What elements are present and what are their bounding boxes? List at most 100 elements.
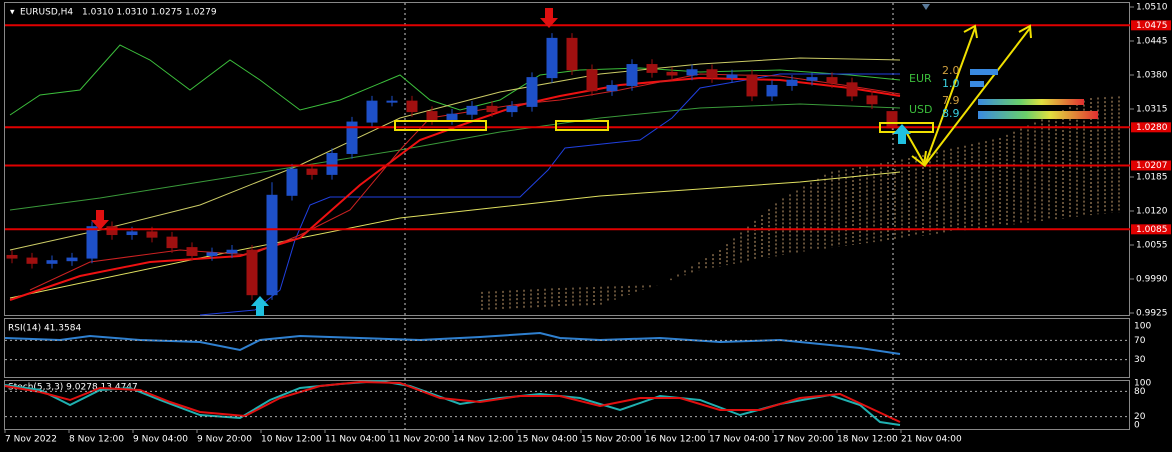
candle-body xyxy=(6,254,18,259)
candle-body xyxy=(666,71,678,76)
time-label: 9 Nov 04:00 xyxy=(133,435,188,445)
price-label: 1.0510 xyxy=(1136,3,1168,13)
candle-body xyxy=(786,79,798,86)
candle-body xyxy=(146,231,158,238)
candle-body xyxy=(126,231,138,236)
candle-body xyxy=(26,257,38,264)
arrow-head xyxy=(1018,24,1032,39)
ohlc: 1.0310 1.0310 1.0275 1.0279 xyxy=(82,8,217,18)
annotations xyxy=(394,24,1032,168)
candle-body xyxy=(286,168,298,196)
candle-body xyxy=(526,77,538,107)
time-label: 11 Nov 20:00 xyxy=(389,435,450,445)
price-label: 1.0185 xyxy=(1136,173,1168,183)
main-panel xyxy=(4,2,1130,316)
stoch-panel xyxy=(4,380,1130,430)
strength-value: 2.0 xyxy=(942,64,960,77)
candle-body xyxy=(706,69,718,79)
candle-body xyxy=(166,236,178,249)
symbol-menu[interactable]: ▾ xyxy=(10,8,15,18)
sell-arrow xyxy=(540,8,558,28)
candle-body xyxy=(846,82,858,97)
candle-body xyxy=(86,226,98,259)
candle-body xyxy=(866,95,878,105)
price-label: 0.9990 xyxy=(1136,275,1168,285)
buy-arrow xyxy=(251,296,269,316)
time-label: 16 Nov 12:00 xyxy=(645,435,706,445)
panel-frames xyxy=(4,2,1130,430)
candle-body xyxy=(266,194,278,296)
strength-value: 8.9 xyxy=(942,107,960,120)
strength-bars xyxy=(970,69,1098,119)
candle-body xyxy=(186,247,198,256)
upper-band xyxy=(9,57,901,251)
candle-body xyxy=(106,226,118,236)
candle-body xyxy=(766,84,778,97)
rsi-label: RSI(14) 41.3584 xyxy=(8,324,81,334)
strength-value: 7.9 xyxy=(942,94,960,107)
candle-body xyxy=(486,105,498,113)
time-label: 10 Nov 12:00 xyxy=(261,435,322,445)
highlight-box xyxy=(394,120,487,131)
buy-arrow xyxy=(893,124,911,144)
strength-bar xyxy=(978,99,1084,105)
strength-bar xyxy=(970,69,998,75)
time-label: 9 Nov 20:00 xyxy=(197,435,252,445)
highlight-box xyxy=(555,120,609,131)
candle-body xyxy=(346,121,358,154)
candle-body xyxy=(326,152,338,175)
candle-body xyxy=(66,257,78,262)
lower-band xyxy=(9,171,901,299)
time-label: 21 Nov 04:00 xyxy=(901,435,962,445)
level-label: 1.0475 xyxy=(1136,21,1168,31)
level-label: 1.0280 xyxy=(1136,123,1168,133)
level-label: 1.0207 xyxy=(1136,161,1168,171)
candle-body xyxy=(626,64,638,86)
indicator-tick: 100 xyxy=(1134,379,1151,389)
currency: USD xyxy=(909,103,933,116)
candle-body xyxy=(446,113,458,120)
time-label: 7 Nov 2022 xyxy=(5,435,57,445)
middle-band xyxy=(9,103,901,211)
candle-body xyxy=(506,105,518,113)
candle-body xyxy=(806,77,818,81)
candle-body xyxy=(226,249,238,254)
level-tag xyxy=(1131,122,1171,133)
candle-body xyxy=(746,74,758,97)
level-tag xyxy=(1131,160,1171,171)
price-label: 1.0380 xyxy=(1136,71,1168,81)
candle-body xyxy=(246,249,258,296)
arrow-head xyxy=(911,150,927,167)
candle-body xyxy=(386,100,398,103)
stoch-main xyxy=(4,380,901,423)
signal-arrows xyxy=(91,4,930,316)
indicator-tick: 100 xyxy=(1134,322,1151,332)
price-label: 1.0120 xyxy=(1136,207,1168,217)
time-label: 18 Nov 12:00 xyxy=(837,435,898,445)
candle-body xyxy=(206,252,218,256)
price-label: 1.0445 xyxy=(1136,37,1168,47)
indicator-tick: 20 xyxy=(1134,412,1146,422)
currency: EUR xyxy=(909,72,932,85)
stoch-label: Stoch(5,3,3) 9.0278 13.4747 xyxy=(8,383,138,393)
rsi-panel xyxy=(4,318,1130,378)
candle-body xyxy=(586,69,598,92)
candle-body xyxy=(606,84,618,92)
level-label: 1.0085 xyxy=(1136,225,1168,235)
arrow-head xyxy=(963,24,978,39)
shift-marker xyxy=(922,4,930,10)
time-label: 14 Nov 12:00 xyxy=(453,435,514,445)
candle-body xyxy=(546,37,558,79)
indicator-tick: 0 xyxy=(1134,421,1140,431)
sell-arrow xyxy=(91,210,109,230)
time-label: 17 Nov 04:00 xyxy=(709,435,770,445)
time-label: 15 Nov 04:00 xyxy=(517,435,578,445)
candle-body xyxy=(406,100,418,113)
candles xyxy=(6,33,898,300)
strength-bar xyxy=(978,111,1098,119)
candle-body xyxy=(306,168,318,175)
projection-arrow xyxy=(924,27,1031,166)
symbol: EURUSD,H4 xyxy=(20,8,73,18)
